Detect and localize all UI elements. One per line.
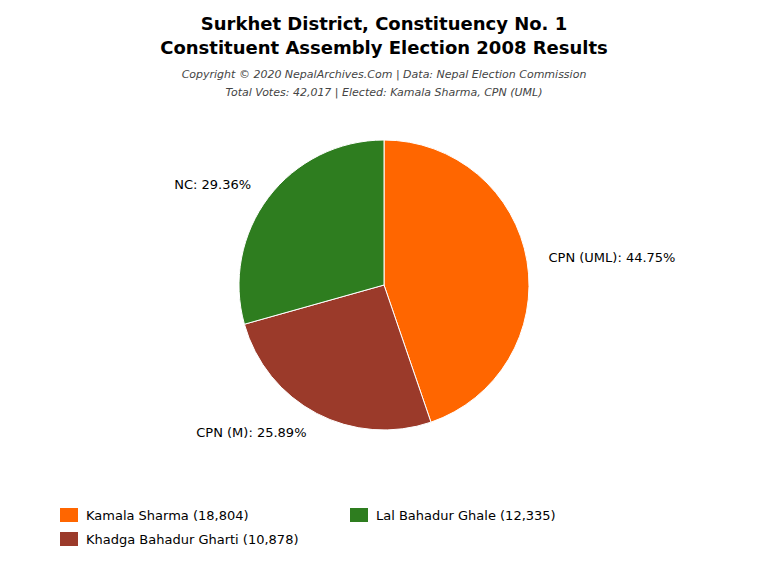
subtitle: Constituent Assembly Election 2008 Resul…: [160, 37, 608, 58]
legend-item: Khadga Bahadur Gharti (10,878): [60, 532, 299, 547]
legend-item: Kamala Sharma (18,804): [60, 508, 249, 523]
data-label: NC: 29.36%: [174, 177, 251, 192]
pie: CPN (UML): 44.75% CPN (M): 25.89% NC: 29.3…: [174, 140, 675, 440]
legend-label: Kamala Sharma (18,804): [86, 508, 249, 523]
legend-item: Lal Bahadur Ghale (12,335): [350, 508, 556, 523]
legend-swatch: [350, 508, 368, 522]
annotation: Copyright © 2020 NepalArchives.Com | Dat…: [182, 68, 587, 81]
chart: Surkhet District, Constituency No. 1 Cons…: [0, 0, 768, 576]
slice: [239, 140, 384, 324]
legend-label: Khadga Bahadur Gharti (10,878): [86, 532, 299, 547]
data-label: CPN (UML): 44.75%: [548, 250, 675, 265]
title: Surkhet District, Constituency No. 1: [201, 13, 567, 34]
data-label: CPN (M): 25.89%: [196, 425, 306, 440]
legend-swatch: [60, 532, 78, 546]
annotation: Total Votes: 42,017 | Elected: Kamala Sh…: [226, 86, 543, 99]
legend: Kamala Sharma (18,804) Lal Bahadur Ghale …: [60, 508, 556, 547]
legend-label: Lal Bahadur Ghale (12,335): [376, 508, 556, 523]
legend-swatch: [60, 508, 78, 522]
